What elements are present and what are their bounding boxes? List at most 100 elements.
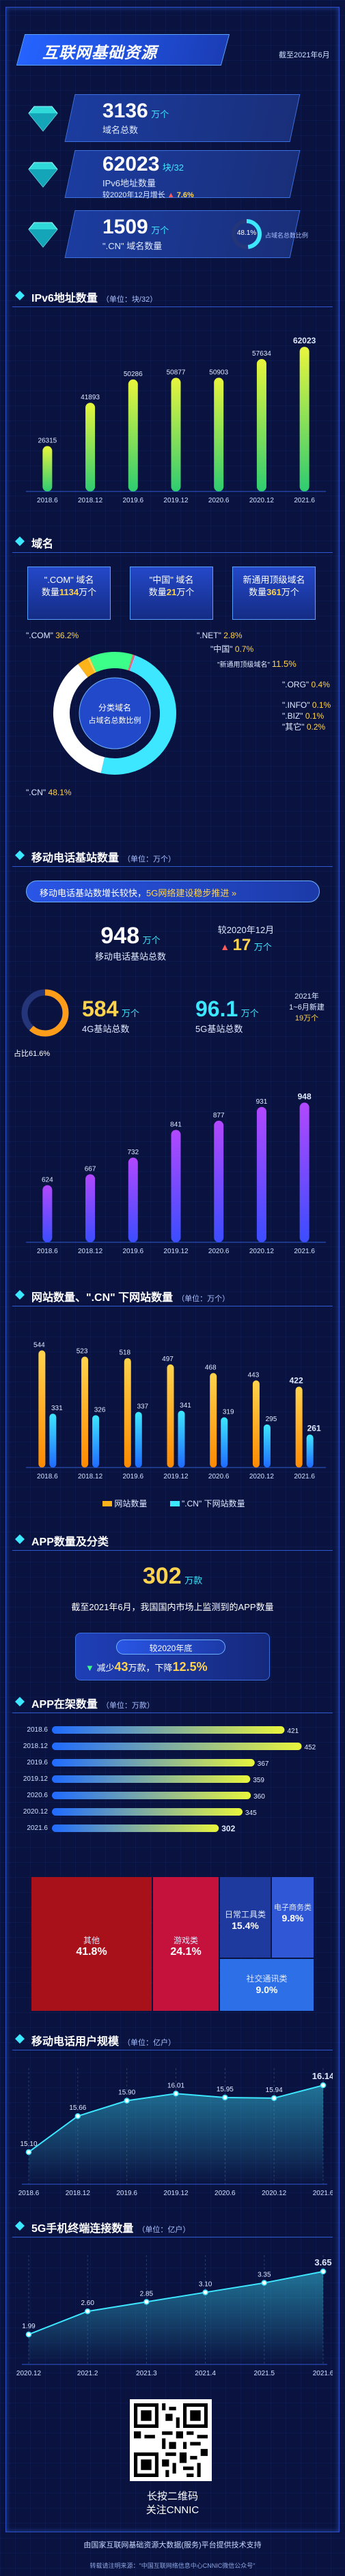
5g-count-value: 96.1 — [195, 997, 238, 1021]
y-tick-label: 2020.6 — [27, 1792, 48, 1799]
mobile-users-section-title: 移动电话用户规模 （单位：亿户） — [31, 2032, 176, 2048]
website-section-header: 网站数量、".CN" 下网站数量 （单位：万个） — [12, 1285, 333, 1306]
treemap-label: 日常工具类 — [224, 1910, 266, 1919]
domain-card-newgtld: 新通用顶级域名 数量361万个 — [232, 567, 316, 620]
x-tick-label: 2020.6 — [208, 497, 230, 504]
treemap-cell-other: 其他 41.8% — [31, 1877, 152, 2011]
mobile-compare-block: 较2020年12月 ▲ 17 万个 — [205, 923, 287, 955]
x-tick-label: 2018.6 — [37, 1248, 58, 1255]
data-label: 544 — [33, 1341, 45, 1349]
double-chevron-icon: » — [231, 888, 237, 898]
app-section-title: APP数量及分类 — [31, 1536, 109, 1548]
x-tick-label: 2020.6 — [208, 1473, 230, 1480]
area-fill — [29, 2271, 323, 2364]
x-tick-label: 2020.6 — [208, 1248, 230, 1255]
mobile-compare-label: 较2020年12月 — [217, 925, 275, 935]
website-section-unit: （单位：万个） — [177, 1295, 230, 1303]
domain-total-value: 3136 — [102, 100, 148, 122]
ipv6-section-header: IPv6地址数量 （单位：块/32） — [12, 285, 333, 307]
mobile-users-section-header: 移动电话用户规模 （单位：亿户） — [12, 2029, 333, 2050]
bar — [52, 1726, 285, 1734]
app-decrease-a: 减少 — [96, 1663, 115, 1673]
data-label: 452 — [305, 1744, 316, 1751]
app-shelf-hbar-chart: 2018.6 421 2018.12 452 2019.6 367 2019.12 359 20… — [23, 1726, 316, 1833]
data-label: 359 — [253, 1777, 264, 1784]
website-bar-chart: 544 331 2018.6 523 326 2018.12 518 337 2019.6 497… — [26, 1341, 326, 1480]
x-tick-label: 2020.12 — [262, 2190, 287, 2197]
domain-card-unit: 万个 — [79, 587, 97, 597]
treemap-value: 9.0% — [256, 1984, 278, 1995]
app-desc: 截至2021年6月，我国国内市场上监测到的APP数量 — [71, 1602, 274, 1612]
data-label: 57634 — [252, 350, 271, 358]
x-tick-label: 2021.6 — [313, 2190, 333, 2197]
section-diamond-icon — [15, 2034, 25, 2044]
domain-total-label: 域名总数 — [102, 125, 139, 135]
data-label: 26315 — [38, 438, 57, 445]
app-shelf-section-header: APP在架数量 （单位：万款） — [12, 1691, 333, 1713]
bar — [210, 1373, 217, 1468]
domain-total-block: 3136 万个 域名总数 — [102, 100, 169, 136]
bar — [167, 1364, 174, 1468]
qr-code[interactable] — [130, 2399, 212, 2481]
data-label: 3.10 — [199, 2280, 212, 2288]
data-label: 16.01 — [167, 2082, 184, 2089]
app-decrease-pct: 12.5% — [172, 1660, 208, 1674]
app-shelf-section-title: APP在架数量 （单位：万款） — [31, 1695, 154, 1711]
cn-total-block: 1509 万个 ".CN" 域名数量 — [102, 216, 169, 252]
x-tick-label: 2020.6 — [215, 2190, 236, 2197]
website-legend: 网站数量 ".CN" 下网站数量 — [102, 1498, 245, 1509]
data-label: 518 — [119, 1349, 130, 1357]
data-label: 732 — [127, 1149, 139, 1156]
x-tick-label: 2021.5 — [254, 2370, 275, 2377]
domain-card-prefix: 数量 — [249, 587, 267, 597]
x-tick-label: 2021.4 — [195, 2370, 216, 2377]
5g-new-line-b: 1~6月新建 — [289, 1003, 325, 1012]
data-point — [320, 2082, 327, 2089]
domain-card-name: 新通用顶级域名 — [243, 575, 305, 585]
4g-share-ring — [21, 989, 69, 1037]
data-label: 443 — [248, 1371, 260, 1379]
section-diamond-icon — [15, 850, 25, 860]
treemap-value: 15.4% — [232, 1920, 259, 1931]
data-point — [222, 2094, 228, 2101]
domain-card-prefix: 数量 — [148, 587, 167, 597]
domain-card-name: ".COM" 域名 — [44, 575, 94, 585]
domain-card-zhongguo: "中国" 域名 数量21万个 — [130, 567, 213, 620]
up-arrow-icon: ▲ — [167, 191, 175, 199]
ipv6-total-label: IPv6地址数量 — [102, 178, 156, 188]
donut-legend-label: ".BIZ" 0.1% — [282, 711, 325, 721]
bar — [221, 1417, 228, 1468]
x-tick-label: 2018.6 — [37, 1473, 58, 1480]
website-section-title: 网站数量、".CN" 下网站数量 （单位：万个） — [31, 1288, 230, 1304]
section-diamond-icon — [15, 1290, 25, 1300]
mobile-banner — [26, 881, 320, 902]
x-tick-label: 2019.6 — [122, 1248, 143, 1255]
y-tick-label: 2019.12 — [23, 1775, 49, 1783]
bar — [52, 1775, 251, 1783]
diamond-icon — [28, 162, 58, 188]
cn-share-value: 48.1% — [236, 229, 257, 237]
5g-count-label: 5G基站总数 — [195, 1024, 243, 1034]
x-tick-label: 2021.6 — [294, 497, 315, 504]
data-label: 302 — [221, 1824, 235, 1833]
data-label: 50877 — [167, 369, 186, 377]
donut-legend-label: ".NET" 2.8% — [197, 631, 243, 640]
data-point — [261, 2280, 268, 2286]
bar — [81, 1356, 89, 1468]
x-tick-label: 2021.3 — [136, 2370, 157, 2377]
mobile-banner-part-a: 移动电话基站数增长较快， — [40, 888, 147, 898]
data-label: 15.66 — [69, 2104, 86, 2112]
source-credit: 转载请注明来源："中国互联网络信息中心CNNIC微信公众号" — [89, 2562, 256, 2569]
data-label: 15.94 — [266, 2087, 283, 2094]
data-label: 345 — [245, 1809, 257, 1817]
app-total-unit: 万款 — [184, 1575, 203, 1586]
treemap-cell-ecommerce: 电子商务类 9.8% — [272, 1877, 314, 1958]
domain-total-box — [64, 94, 301, 142]
mobile-users-line-chart: 2018.6 2018.12 2019.6 2019.12 2020.6 2020.12 2… — [18, 2068, 333, 2197]
domain-card-value: 21 — [166, 587, 177, 597]
y-tick-label: 2018.6 — [27, 1726, 48, 1734]
bar — [85, 403, 96, 491]
5g-new-line-a: 2021年 — [294, 992, 319, 1001]
series-line — [28, 2270, 324, 2336]
data-label: 367 — [258, 1760, 269, 1768]
